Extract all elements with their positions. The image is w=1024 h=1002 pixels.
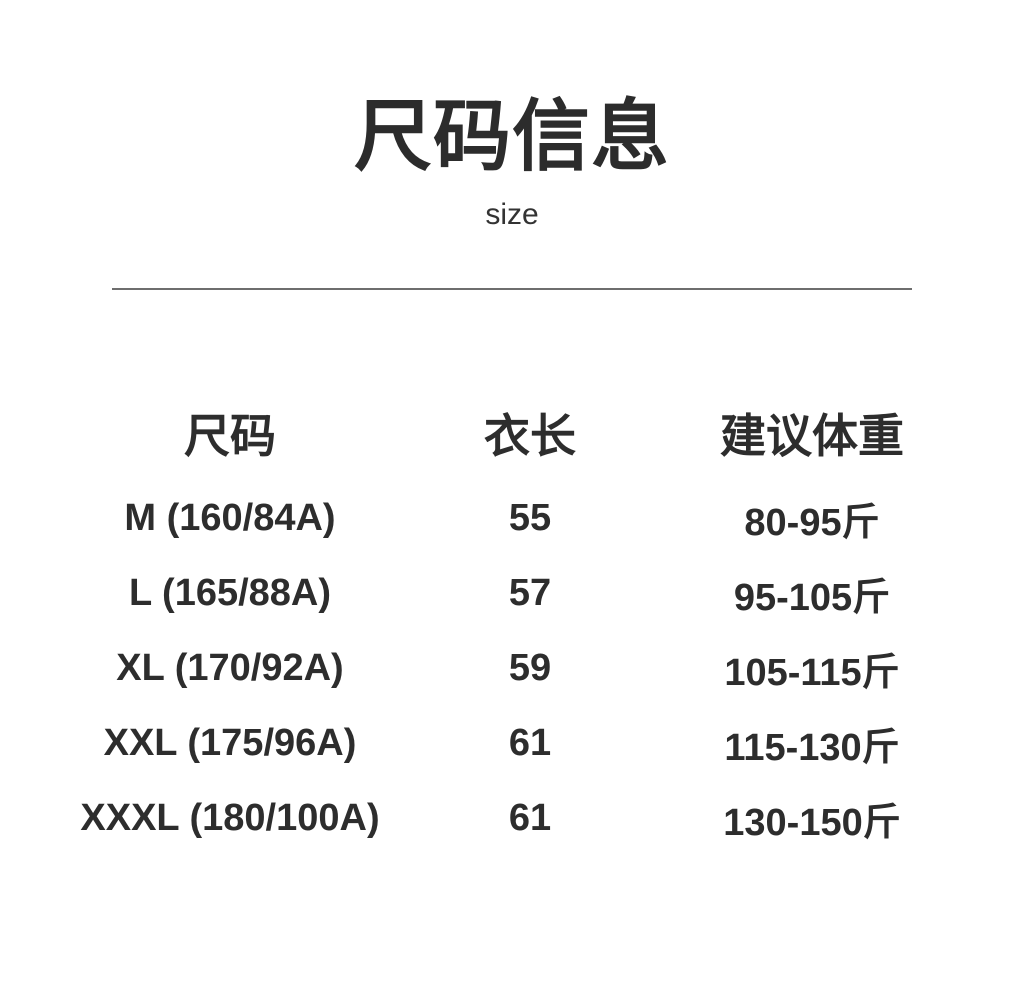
- length-cell: 59: [508, 647, 552, 689]
- page-subtitle: size: [485, 198, 539, 231]
- table-row: XXL (175/96A) 61 115-130斤: [0, 706, 1024, 781]
- length-cell: 57: [508, 572, 552, 614]
- size-cell: M (160/84A): [124, 497, 336, 539]
- table-row: XL (170/92A) 59 105-115斤: [0, 631, 1024, 706]
- weight-cell: 80-95斤: [744, 502, 880, 544]
- weight-cell: 130-150斤: [723, 802, 901, 844]
- length-cell: 55: [508, 497, 552, 539]
- size-cell: L (165/88A): [128, 572, 332, 614]
- table-row: M (160/84A) 55 80-95斤: [0, 481, 1024, 556]
- length-cell: 61: [508, 722, 552, 764]
- weight-cell: 95-105斤: [733, 577, 891, 619]
- column-header-weight: 建议体重: [720, 410, 904, 462]
- weight-cell: 105-115斤: [724, 652, 900, 694]
- size-cell: XL (170/92A): [116, 647, 344, 689]
- size-table: 尺码 衣长 建议体重 M (160/84A) 55 80-95斤 L (165/…: [0, 394, 1024, 856]
- table-row: XXXL (180/100A) 61 130-150斤: [0, 781, 1024, 856]
- column-header-size: 尺码: [184, 410, 276, 462]
- weight-cell: 115-130斤: [724, 727, 900, 769]
- column-header-length: 衣长: [484, 410, 576, 462]
- table-header-row: 尺码 衣长 建议体重: [0, 394, 1024, 472]
- size-cell: XXXL (180/100A): [80, 797, 380, 839]
- page-title: 尺码信息: [353, 92, 670, 180]
- table-row: L (165/88A) 57 95-105斤: [0, 556, 1024, 631]
- size-cell: XXL (175/96A): [103, 722, 357, 764]
- divider-line: [112, 288, 912, 290]
- length-cell: 61: [508, 797, 552, 839]
